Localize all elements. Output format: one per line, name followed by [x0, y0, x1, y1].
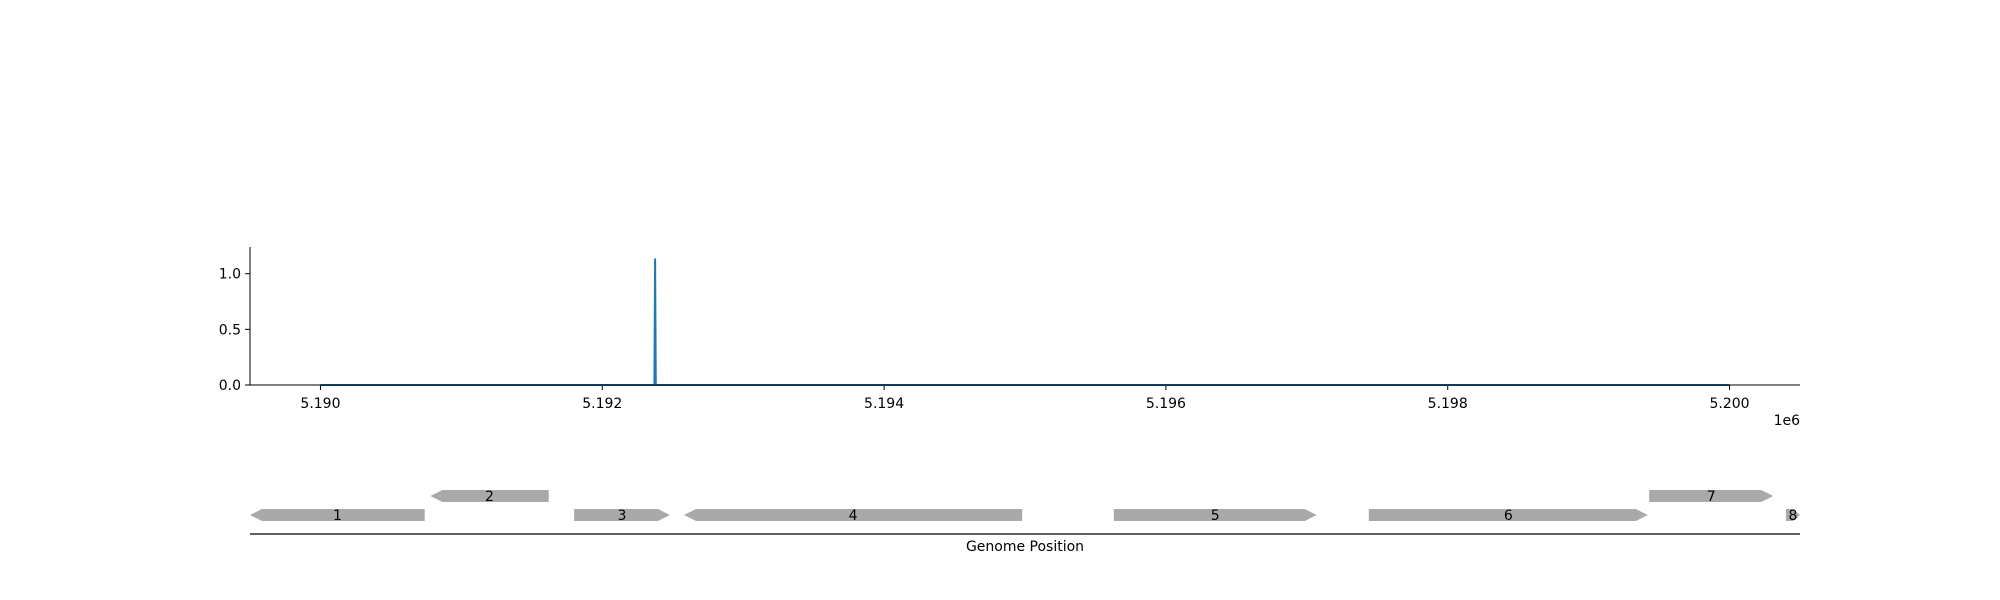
gene-arrow	[574, 509, 670, 521]
gene-label: 6	[1504, 508, 1513, 524]
gene-arrow	[1785, 509, 1800, 521]
x-tick-label: 5.200	[1709, 396, 1749, 412]
signal-plot: 5.190 5.192 5.194 5.196 5.198 5.2000.00.51.0 …	[219, 247, 1800, 429]
x-tick-label: 5.196	[1146, 396, 1186, 412]
gene-arrow	[1113, 509, 1317, 521]
gene-arrow	[250, 509, 425, 521]
gene-arrow	[430, 490, 549, 502]
signal-line	[320, 258, 1730, 386]
gene-label: 7	[1707, 489, 1716, 505]
gene-shapes: 1 2 3 4 5 6 7 8	[250, 489, 1800, 524]
y-tick-label: 1.0	[219, 267, 241, 283]
gene-label: 2	[485, 489, 494, 505]
y-tick-label: 0.0	[219, 378, 241, 394]
x-offset-label: 1e6	[1774, 413, 1801, 429]
signal-series	[320, 258, 1730, 386]
gene-label: 8	[1789, 508, 1798, 524]
gene-arrow	[1368, 509, 1648, 521]
x-tick-label: 5.194	[864, 396, 904, 412]
gene-arrow	[684, 509, 1023, 521]
gene-track-xlabel: Genome Position	[966, 539, 1084, 555]
y-tick-label: 0.5	[219, 322, 241, 338]
x-tick-label: 5.192	[582, 396, 622, 412]
x-tick-label: 5.198	[1428, 396, 1468, 412]
gene-arrow	[1649, 490, 1774, 502]
gene-track: 1 2 3 4 5 6 7 8 Genome Position	[250, 489, 1800, 555]
signal-ticks: 5.190 5.192 5.194 5.196 5.198 5.200 0.0 0.5 1.0	[219, 267, 1750, 412]
x-tick-label: 5.190	[300, 396, 340, 412]
gene-label: 1	[333, 508, 342, 524]
gene-label: 3	[618, 508, 627, 524]
gene-label: 5	[1211, 508, 1220, 524]
gene-label: 4	[849, 508, 858, 524]
